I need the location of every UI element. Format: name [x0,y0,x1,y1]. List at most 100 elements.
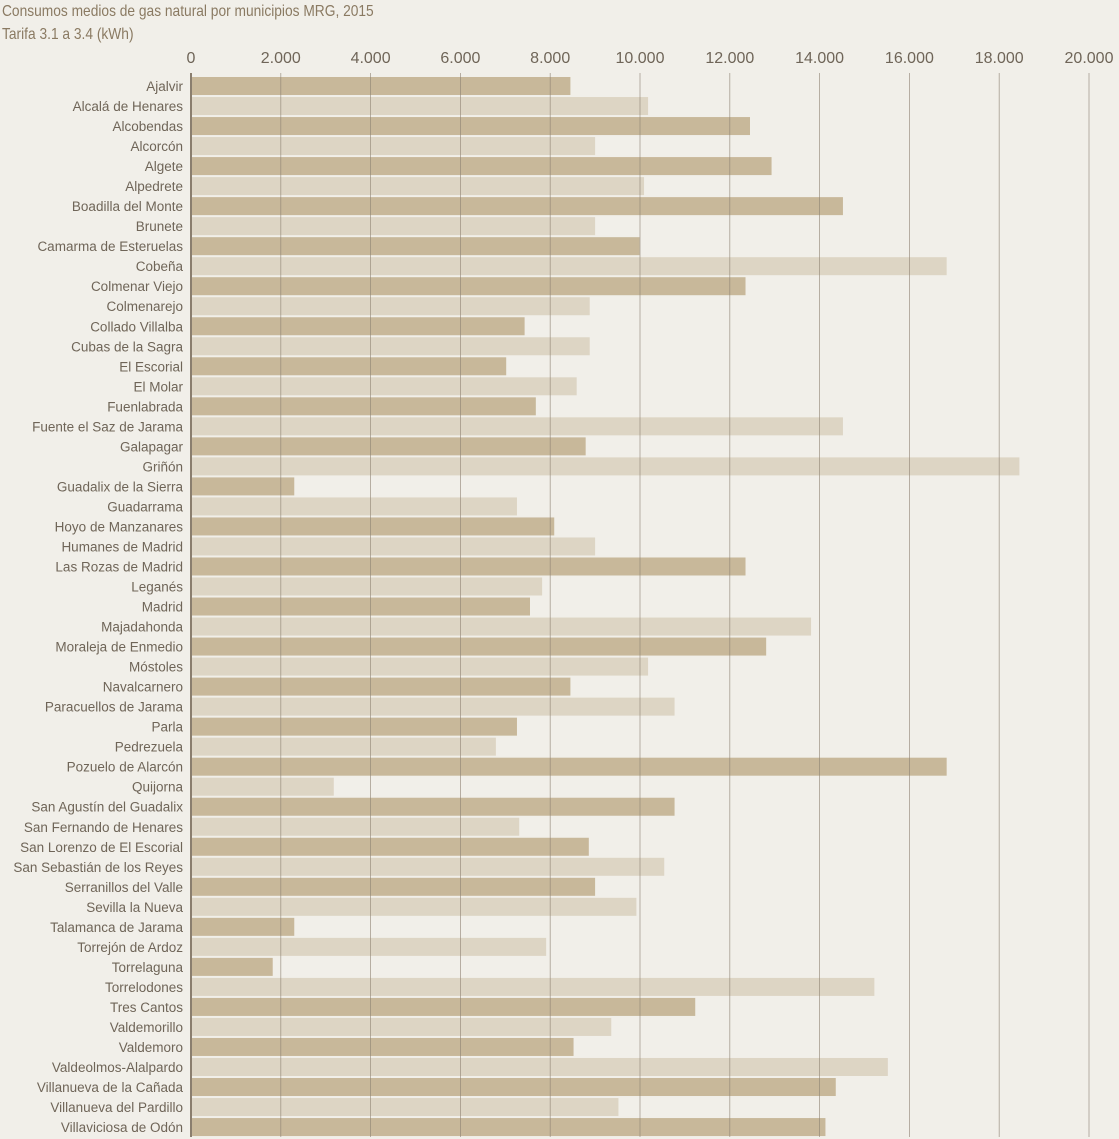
bar [191,317,525,336]
bar [191,217,596,236]
category-label: Fuenlabrada [107,399,183,414]
category-label: Sevilla la Nueva [86,900,183,915]
category-label: Colmenar Viejo [91,279,183,294]
bar [191,1057,888,1076]
category-label: Ajalvir [146,79,183,94]
x-tick-label: 8.000 [530,50,570,67]
category-label: Torrejón de Ardoz [77,940,183,955]
bar [191,857,665,876]
category-label: Pozuelo de Alarcón [67,760,183,775]
category-label: San Fernando de Henares [24,820,183,835]
bar [191,457,1020,476]
bar [191,277,746,296]
bar [191,537,596,556]
bar [191,777,334,796]
category-label: Humanes de Madrid [61,539,183,554]
category-label: Navalcarnero [103,680,183,695]
bar [191,557,746,576]
category-label: Villaviciosa de Odón [61,1120,183,1135]
bar [191,97,649,116]
category-label: Madrid [142,600,183,615]
x-tick-label: 2.000 [261,50,301,67]
bars [191,77,1020,1137]
bar [191,977,875,996]
bar [191,577,543,596]
x-tick-label: 20.000 [1065,50,1114,67]
bar [191,357,507,376]
bar [191,1017,612,1036]
bar [191,77,571,96]
category-label: Torrelodones [105,980,183,995]
category-label: Paracuellos de Jarama [45,700,184,715]
bar [191,237,640,256]
bar [191,137,596,156]
chart-title: Consumos medios de gas natural por munic… [2,3,374,20]
bar [191,737,496,756]
bar [191,257,947,276]
category-labels: Ajalvir Alcalá de Henares Alcobendas Alcorc… [13,79,183,1135]
category-label: El Escorial [119,359,183,374]
category-label: Cubas de la Sagra [71,339,183,354]
bar [191,197,843,216]
x-tick-label: 0 [187,50,196,67]
category-label: Torrelaguna [112,960,184,975]
category-label: Hoyo de Manzanares [55,519,184,534]
bar [191,677,571,696]
category-label: Parla [151,720,183,735]
category-label: Valdemoro [119,1040,183,1055]
category-label: Alcobendas [112,119,183,134]
bar [191,397,536,416]
bar [191,897,637,916]
bar [191,1118,826,1137]
x-tick-label: 4.000 [351,50,391,67]
x-tick-label: 18.000 [975,50,1024,67]
bar [191,297,590,316]
category-label: Brunete [136,219,183,234]
chart-subtitle: Tarifa 3.1 a 3.4 (kWh) [2,26,134,43]
category-label: Collado Villalba [90,319,183,334]
category-label: Quijorna [132,780,184,795]
x-tick-label: 6.000 [440,50,480,67]
category-label: Majadahonda [101,620,183,635]
x-tick-labels: 0 2.000 4.000 6.000 8.000 10.000 12.000 14.000 1… [187,50,1114,67]
category-label: Las Rozas de Madrid [55,559,183,574]
bar [191,957,273,976]
category-label: Galapagar [120,439,184,454]
gridlines [280,73,1090,1138]
category-label: Alcorcón [130,139,183,154]
category-label: Villanueva de la Cañada [37,1080,184,1095]
category-label: El Molar [133,379,183,394]
bar [191,177,645,196]
category-label: Villanueva del Pardillo [50,1100,183,1115]
category-label: Griñón [142,459,183,474]
category-label: Camarma de Esteruelas [37,239,183,254]
bar [191,757,947,776]
category-label: San Agustín del Guadalix [31,800,183,815]
category-label: Colmenarejo [106,299,183,314]
bar [191,877,596,896]
category-label: San Lorenzo de El Escorial [20,840,183,855]
bar [191,437,586,456]
bar [191,917,295,936]
category-label: Móstoles [129,660,183,675]
category-label: Algete [145,159,183,174]
bar [191,497,517,516]
x-tick-label: 10.000 [616,50,665,67]
bar [191,477,295,496]
bar [191,657,649,676]
category-label: Cobeña [136,259,184,274]
bar [191,817,520,836]
bar [191,637,767,656]
category-label: Alcalá de Henares [73,99,184,114]
bar [191,1037,574,1056]
category-label: Valdemorillo [110,1020,183,1035]
bar [191,1098,619,1117]
bar [191,797,675,816]
bar [191,1078,836,1097]
category-label: Guadarrama [107,499,183,514]
bar [191,517,555,536]
bar [191,997,696,1016]
bar [191,417,843,436]
bar [191,937,547,956]
